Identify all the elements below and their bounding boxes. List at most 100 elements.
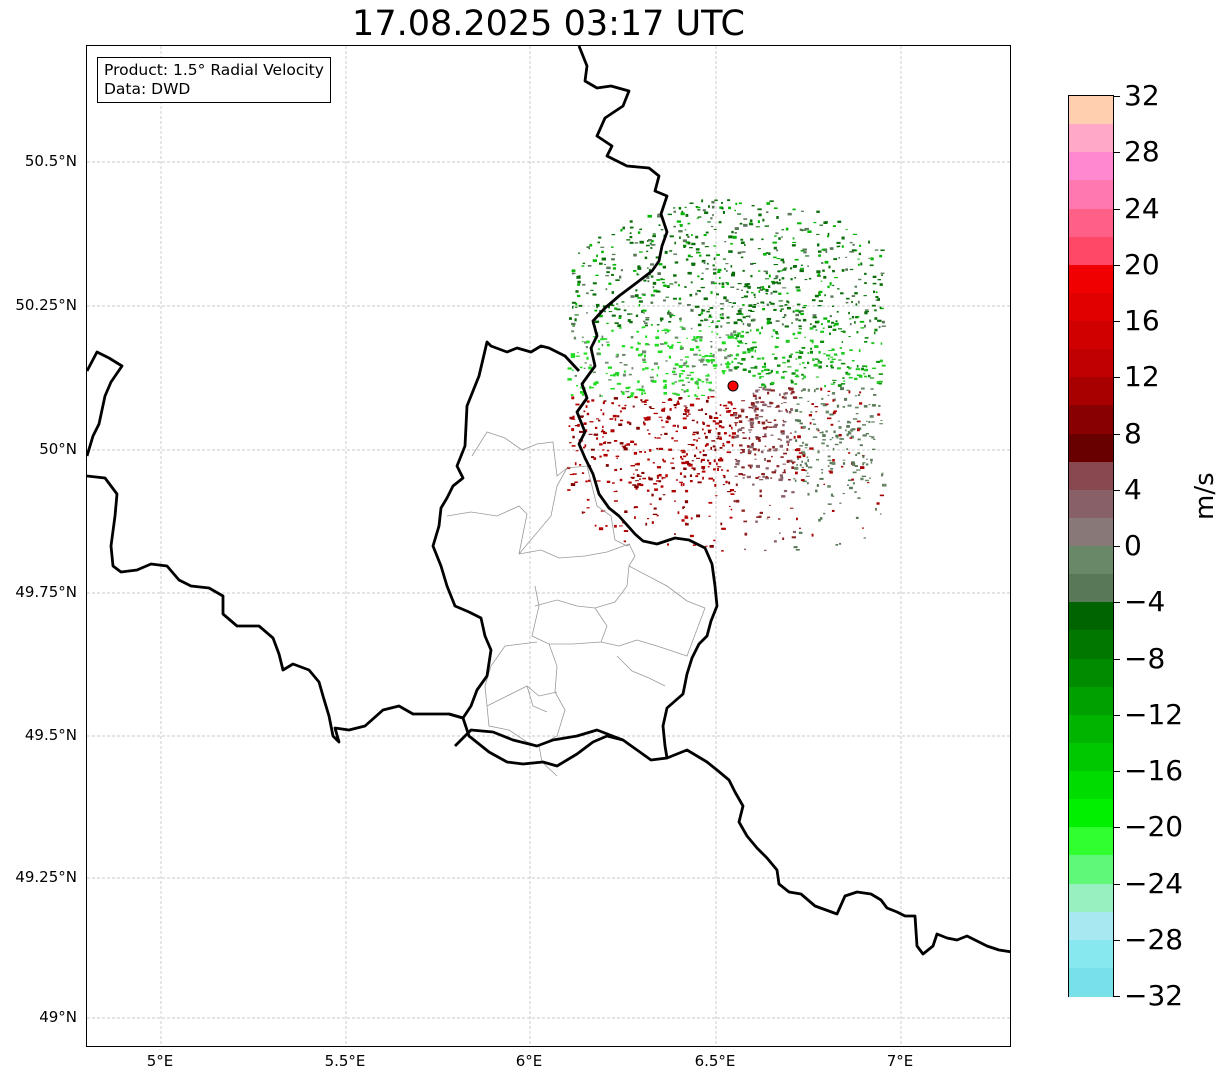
colorbar-tick <box>1114 939 1120 941</box>
echo-pixel <box>657 272 661 275</box>
echo-pixel <box>789 432 792 434</box>
echo-pixel <box>825 410 829 414</box>
echo-pixel <box>647 240 649 242</box>
echo-pixel <box>771 455 773 458</box>
echo-pixel <box>772 290 778 293</box>
map-area[interactable] <box>86 45 1011 1047</box>
echo-pixel <box>653 483 657 485</box>
echo-pixel <box>718 282 721 285</box>
echo-pixel <box>877 381 881 383</box>
map-title: 17.08.2025 03:17 UTC <box>352 4 745 44</box>
echo-pixel <box>788 438 793 441</box>
echo-pixel <box>646 416 651 420</box>
echo-pixel <box>699 451 702 454</box>
echo-pixel <box>823 317 828 320</box>
echo-pixel <box>572 325 575 327</box>
echo-pixel <box>699 290 701 293</box>
echo-pixel <box>740 408 744 410</box>
echo-pixel <box>637 341 640 345</box>
echo-pixel <box>656 324 660 326</box>
echo-pixel <box>835 434 839 438</box>
echo-pixel <box>753 408 756 412</box>
echo-pixel <box>782 371 785 374</box>
echo-pixel <box>773 256 777 259</box>
echo-pixel <box>742 269 745 272</box>
echo-pixel <box>600 338 605 341</box>
echo-pixel <box>711 225 714 228</box>
echo-pixel <box>757 220 760 224</box>
echo-pixel <box>860 466 865 469</box>
echo-pixel <box>863 373 866 375</box>
echo-pixel <box>615 353 619 355</box>
echo-pixel <box>792 332 796 336</box>
echo-pixel <box>569 442 572 444</box>
echo-pixel <box>619 275 622 279</box>
echo-pixel <box>606 271 610 274</box>
echo-pixel <box>581 336 584 339</box>
echo-pixel <box>749 465 752 469</box>
echo-pixel <box>771 335 774 338</box>
echo-pixel <box>634 506 638 509</box>
echo-pixel <box>716 293 719 296</box>
echo-pixel <box>798 355 802 359</box>
district-boundary <box>471 431 631 547</box>
echo-pixel <box>698 359 701 361</box>
echo-pixel <box>712 354 715 358</box>
echo-pixel <box>687 242 691 245</box>
echo-pixel <box>794 369 799 372</box>
echo-pixel <box>833 353 837 356</box>
echo-pixel <box>711 359 715 362</box>
echo-pixel <box>713 257 716 261</box>
echo-pixel <box>841 465 844 468</box>
echo-pixel <box>846 421 852 424</box>
echo-pixel <box>810 323 812 325</box>
echo-pixel <box>799 350 801 352</box>
echo-pixel <box>830 356 834 358</box>
echo-pixel <box>847 431 850 433</box>
echo-pixel <box>779 270 783 272</box>
echo-pixel <box>726 282 729 285</box>
echo-pixel <box>689 348 694 351</box>
echo-pixel <box>770 302 775 305</box>
echo-pixel <box>602 412 605 416</box>
echo-pixel <box>636 462 640 466</box>
echo-pixel <box>635 289 638 292</box>
echo-pixel <box>776 465 780 468</box>
echo-pixel <box>863 405 868 408</box>
echo-pixel <box>730 508 733 511</box>
echo-pixel <box>781 323 784 326</box>
echo-pixel <box>607 366 612 369</box>
echo-pixel <box>873 331 876 335</box>
echo-pixel <box>636 272 639 275</box>
echo-pixel <box>827 235 830 238</box>
echo-pixel <box>765 476 769 480</box>
echo-pixel <box>737 309 742 313</box>
echo-pixel <box>637 267 642 270</box>
echo-pixel <box>606 322 609 325</box>
colorbar-tick <box>1114 96 1120 97</box>
district-boundary <box>534 565 706 609</box>
colorbar-tick-label: −20 <box>1124 810 1184 844</box>
echo-pixel <box>759 288 764 291</box>
echo-pixel <box>705 254 711 257</box>
echo-pixel <box>623 309 627 312</box>
echo-pixel <box>794 258 799 261</box>
echo-pixel <box>765 426 769 428</box>
echo-pixel <box>841 341 844 343</box>
echo-pixel <box>750 310 755 312</box>
echo-pixel <box>633 270 637 272</box>
echo-pixel <box>612 263 617 266</box>
echo-pixel <box>651 239 654 243</box>
echo-pixel <box>574 462 577 466</box>
echo-pixel <box>802 454 806 458</box>
lon-label: 7°E <box>886 1052 914 1070</box>
echo-pixel <box>633 253 637 257</box>
echo-pixel <box>648 477 653 481</box>
echo-pixel <box>830 360 834 364</box>
echo-pixel <box>615 279 620 281</box>
echo-pixel <box>630 394 634 398</box>
echo-pixel <box>639 451 642 453</box>
colorbar-tick-label: 0 <box>1124 529 1142 562</box>
echo-pixel <box>778 518 781 520</box>
echo-pixel <box>653 412 658 415</box>
